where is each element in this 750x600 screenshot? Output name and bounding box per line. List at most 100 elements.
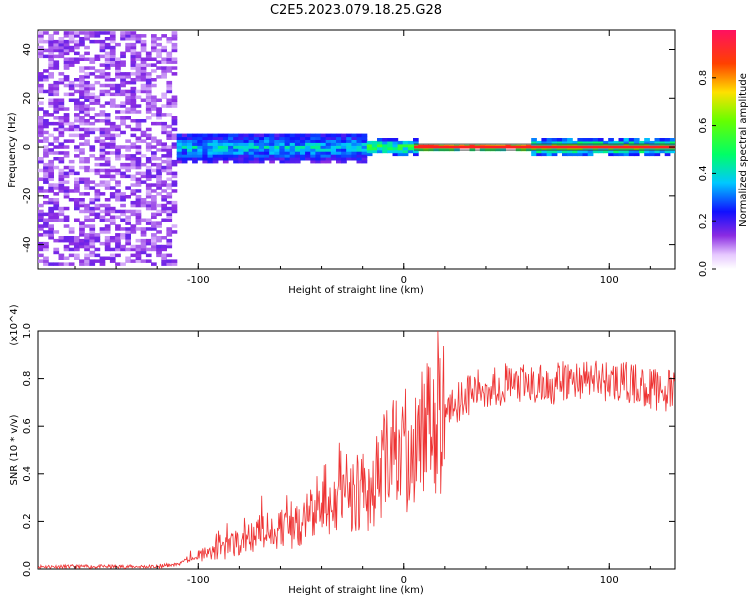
heatmap-cell <box>305 154 311 158</box>
heatmap-cell <box>115 151 121 155</box>
heatmap-cell <box>294 139 301 143</box>
heatmap-cell <box>567 152 573 157</box>
heatmap-cell <box>238 154 244 158</box>
heatmap-cell <box>587 138 594 142</box>
heatmap-cell <box>315 142 322 146</box>
heatmap-cell <box>89 57 96 61</box>
heatmap-cell <box>315 133 322 138</box>
heatmap-cell <box>58 98 65 102</box>
heatmap-cell <box>68 159 75 164</box>
heatmap-cell <box>145 98 152 102</box>
heatmap-cell <box>109 192 116 196</box>
heatmap-cell <box>63 192 70 196</box>
heatmap-cell <box>99 113 106 117</box>
heatmap-cell <box>84 139 90 143</box>
heatmap-cell <box>402 152 409 157</box>
heatmap-cell <box>305 133 311 138</box>
heatmap-cell <box>258 159 265 164</box>
heatmap-cell <box>613 140 620 145</box>
heatmap-cell <box>187 142 193 146</box>
heatmap-cell <box>94 195 101 199</box>
colorbar-tick-label: 0.8 <box>698 70 709 86</box>
heatmap-cell <box>258 133 265 138</box>
heatmap-cell <box>233 151 239 155</box>
heatmap-cell <box>644 143 650 148</box>
heatmap-cell <box>63 127 70 132</box>
heatmap-cell <box>63 60 70 64</box>
heatmap-cell <box>300 133 306 138</box>
heatmap-cell <box>166 104 173 108</box>
heatmap-cell <box>53 116 60 120</box>
heatmap-cell <box>115 253 121 258</box>
heatmap-cell <box>63 63 70 67</box>
heatmap-cell <box>48 104 54 108</box>
heatmap-cell <box>74 154 80 158</box>
heatmap-cell <box>310 139 316 143</box>
heatmap-cell <box>644 149 650 154</box>
heatmap-cell <box>305 136 311 140</box>
heatmap-cell <box>382 138 388 142</box>
heatmap-cell <box>53 45 60 50</box>
heatmap-cell <box>212 159 219 164</box>
heatmap-cell <box>145 51 152 56</box>
heatmap-cell <box>269 142 275 146</box>
heatmap-cell <box>48 45 54 50</box>
heatmap-cell <box>38 78 44 82</box>
heatmap-cell <box>145 127 152 132</box>
heatmap-cell <box>145 92 152 97</box>
heatmap-cell <box>284 136 291 140</box>
heatmap-cell <box>135 253 142 258</box>
heatmap-cell <box>109 48 116 53</box>
heatmap-cell <box>89 148 96 152</box>
heatmap-cell <box>156 60 162 64</box>
heatmap-cell <box>38 107 44 111</box>
heatmap-cell <box>79 233 85 237</box>
heatmap-cell <box>392 149 399 154</box>
heatmap-cell <box>202 133 209 138</box>
heatmap-cell <box>84 192 90 196</box>
heatmap-cell <box>192 139 198 143</box>
heatmap-cell <box>104 238 111 243</box>
heatmap-cell <box>145 174 152 179</box>
heatmap-cell <box>264 133 270 138</box>
heatmap-cell <box>366 143 373 148</box>
heatmap-cell <box>145 159 152 164</box>
heatmap-cell <box>120 31 126 35</box>
heatmap-cell <box>156 244 162 249</box>
heatmap-cell <box>130 34 137 38</box>
heatmap-cell <box>115 195 121 199</box>
heatmap-cell <box>38 116 44 120</box>
heatmap-cell <box>99 218 106 222</box>
heatmap-cell <box>618 149 625 154</box>
heatmap-cell <box>145 145 152 149</box>
y-tick-label: 0.0 <box>22 561 33 577</box>
heatmap-cell <box>68 60 75 64</box>
heatmap-cell <box>74 256 80 260</box>
heatmap-cell <box>94 183 101 187</box>
heatmap-cell <box>109 104 116 108</box>
heatmap-cell <box>120 101 126 105</box>
heatmap-cell <box>140 200 147 205</box>
heatmap-cell <box>289 148 296 152</box>
heatmap-cell <box>222 136 229 140</box>
heatmap-cell <box>156 253 162 258</box>
heatmap-cell <box>99 119 106 123</box>
heatmap-cell <box>120 195 126 199</box>
heatmap-cell <box>253 136 260 140</box>
heatmap-cell <box>171 57 178 61</box>
heatmap-cell <box>351 148 358 152</box>
heatmap-cell <box>74 78 80 82</box>
heatmap-cell <box>377 140 383 145</box>
heatmap-cell <box>572 149 578 154</box>
heatmap-cell <box>243 139 250 143</box>
heatmap-cell <box>130 66 137 70</box>
heatmap-cell <box>618 143 625 148</box>
heatmap-cell <box>89 206 96 211</box>
heatmap-cell <box>166 145 173 149</box>
heatmap-cell <box>161 262 167 266</box>
heatmap-cell <box>38 130 44 135</box>
heatmap-cell <box>582 149 589 154</box>
y-tick-label: 0.6 <box>22 418 33 434</box>
heatmap-cell <box>294 157 301 161</box>
heatmap-cell <box>53 104 60 108</box>
